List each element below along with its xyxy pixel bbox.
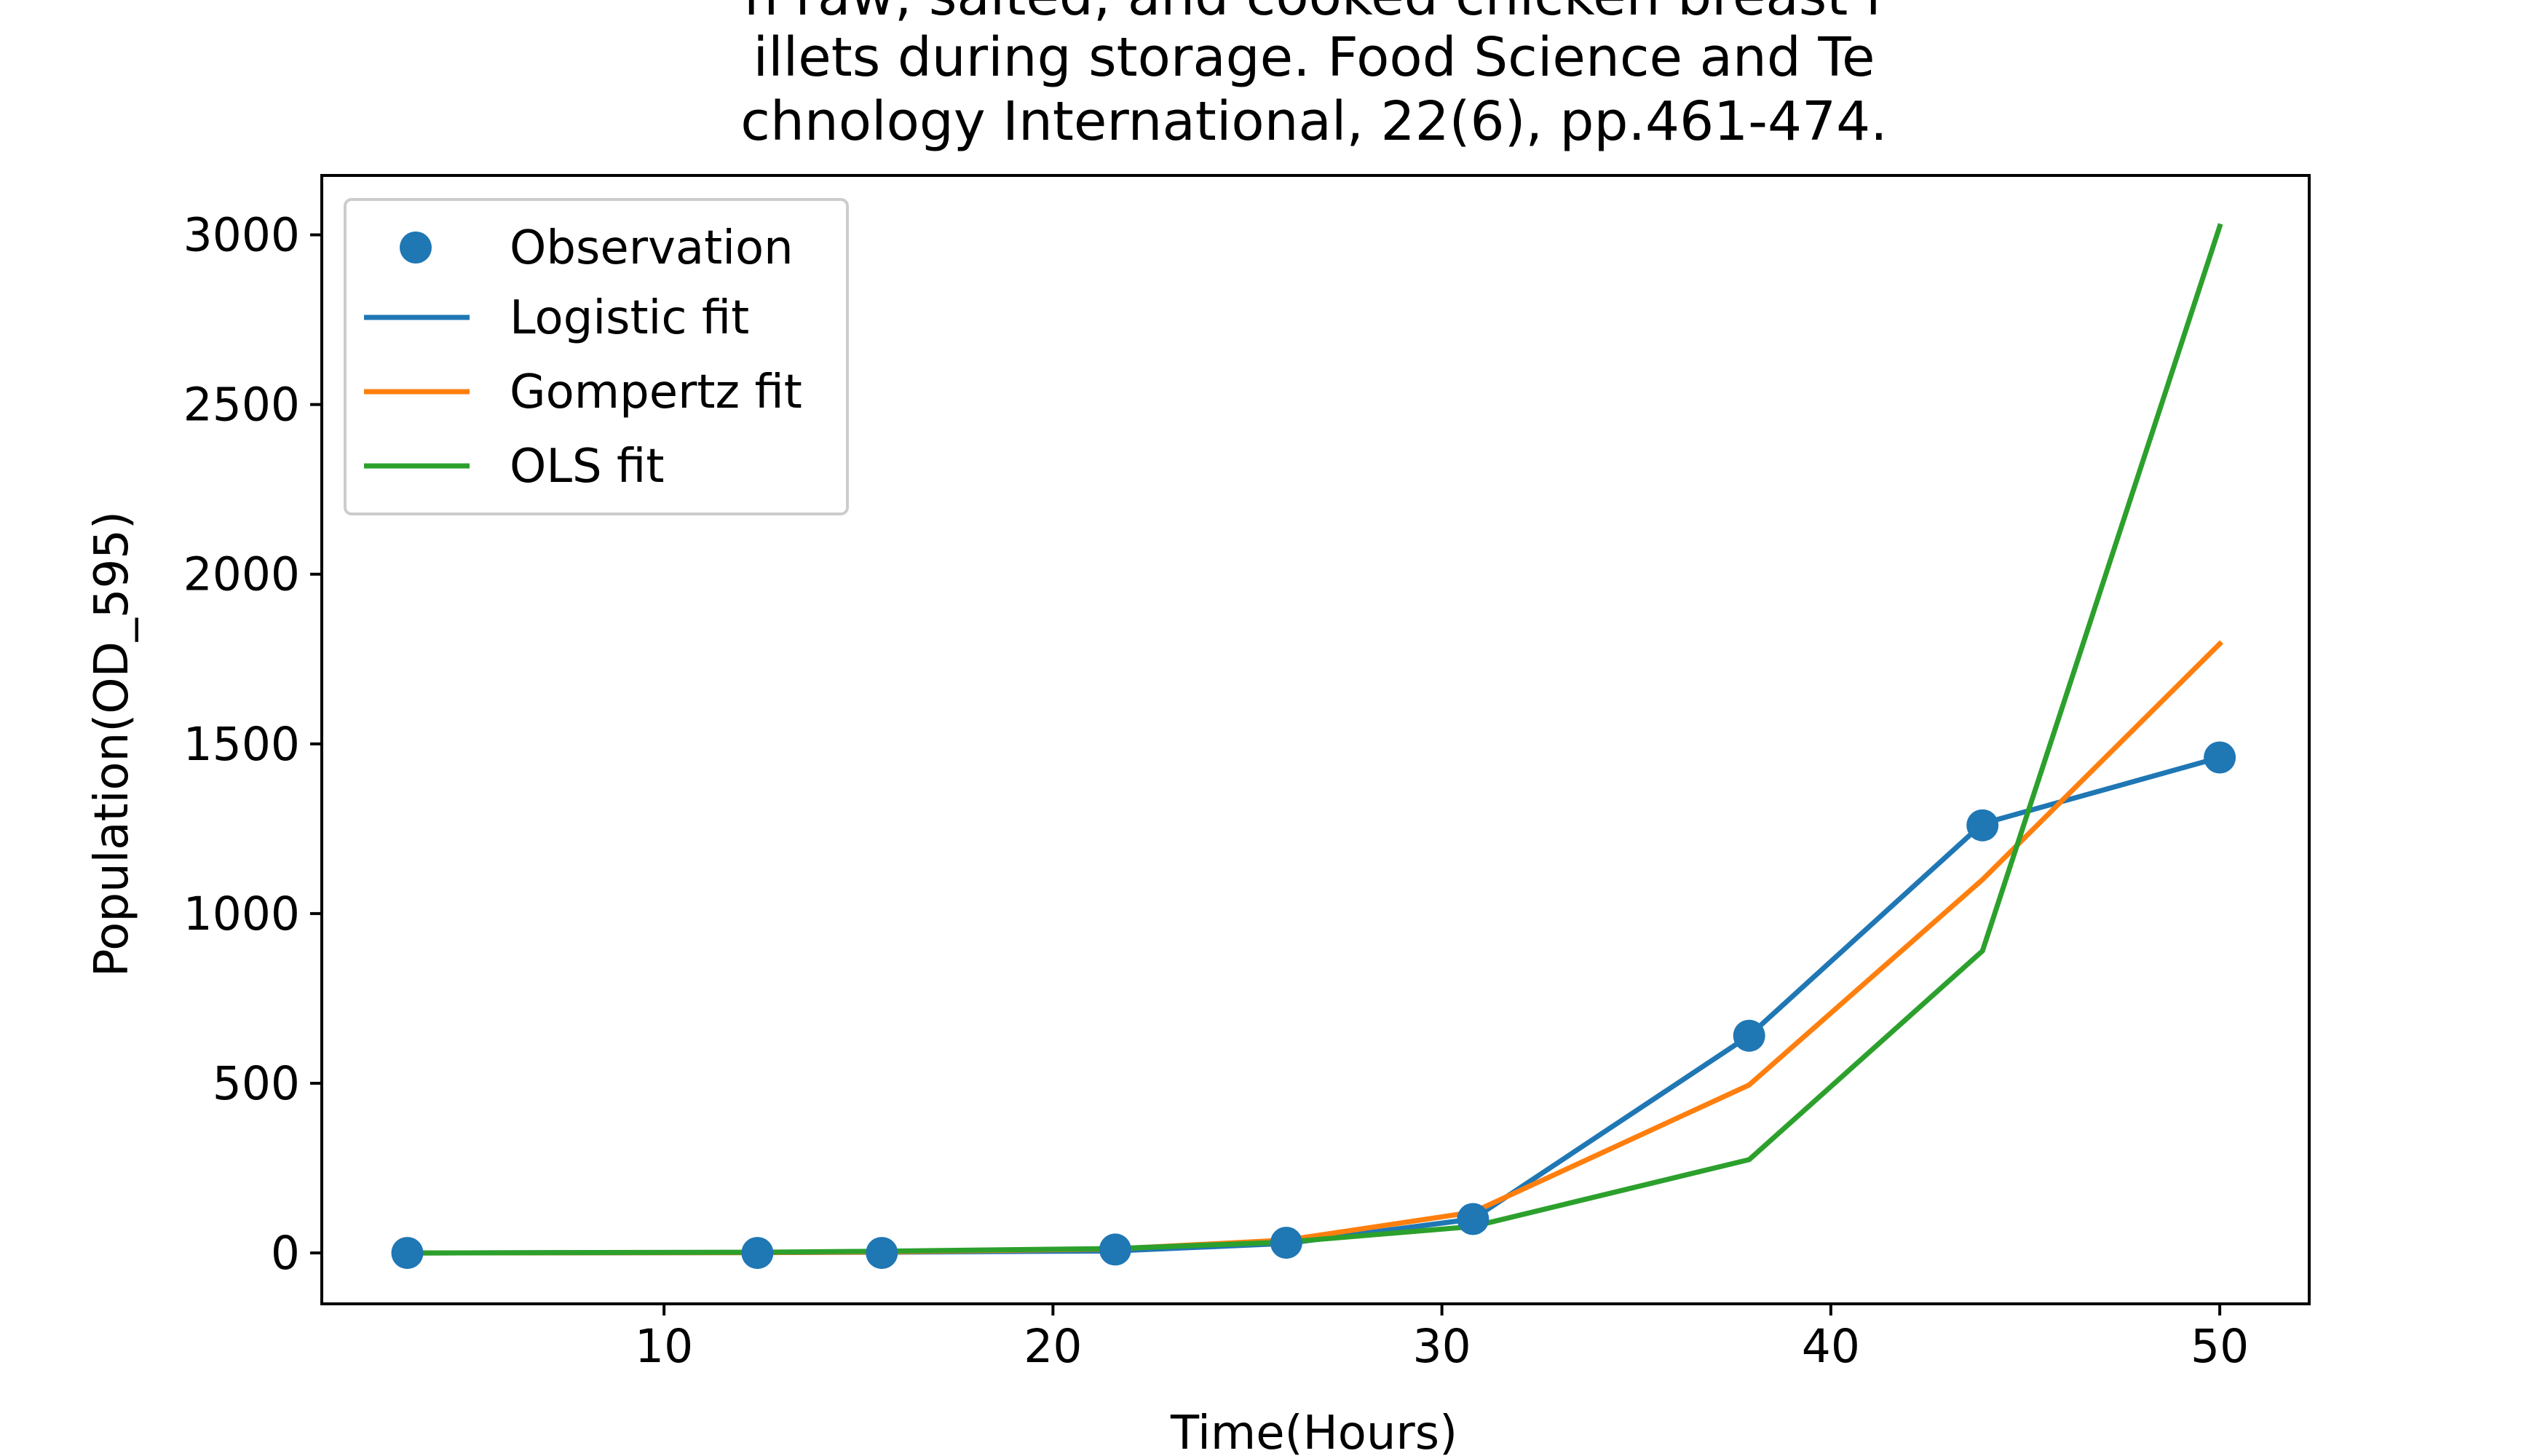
y-tick-label: 1000 (183, 887, 300, 941)
legend-label-ols: OLS fit (510, 440, 664, 494)
x-tick-label: 30 (1413, 1320, 1471, 1373)
y-tick-label: 2500 (183, 379, 300, 432)
y-axis: 0 500 1000 1500 2000 2500 3000 (183, 209, 322, 1280)
y-tick-label: 500 (213, 1057, 300, 1110)
legend-box (344, 198, 849, 515)
series-line-logistic-fit (404, 754, 2223, 1256)
observation-point (866, 1237, 898, 1270)
title-line-1: n raw, salted, and cooked chicken breast… (744, 0, 1886, 28)
legend-label-gompertz: Gompertz fit (510, 365, 802, 419)
x-tick-label: 50 (2191, 1320, 2249, 1373)
x-tick-label: 20 (1024, 1320, 1082, 1373)
y-tick-label: 3000 (183, 209, 300, 262)
observation-point (2204, 741, 2236, 774)
observation-point (1270, 1227, 1302, 1259)
plot-frame (320, 174, 2311, 1305)
legend-marker-observation (400, 232, 432, 264)
y-tick-label: 2000 (183, 548, 300, 601)
x-axis-label: Time(Hours) (1170, 1406, 1457, 1456)
legend-label-observation: Observation (510, 221, 794, 275)
observation-point (1099, 1233, 1131, 1266)
observation-point (391, 1237, 424, 1270)
y-tick-label: 0 (271, 1227, 300, 1280)
observation-point (1457, 1203, 1489, 1235)
title-line-2: illets during storage. Food Science and … (753, 26, 1875, 89)
y-axis-label: Population(OD_595) (85, 511, 139, 977)
observation-point (741, 1237, 774, 1270)
x-tick-label: 40 (1802, 1320, 1860, 1373)
observation-point (1966, 809, 1999, 842)
series-line-gompertz-fit (404, 640, 2224, 1256)
legend: Observation Logistic fit Gompertz fit OL… (344, 198, 849, 515)
chart-title: n raw, salted, and cooked chicken breast… (740, 0, 1887, 153)
plot-area (391, 223, 2236, 1270)
x-tick-label: 10 (635, 1320, 693, 1373)
observation-point (1733, 1019, 1765, 1052)
title-line-3: chnology International, 22(6), pp.461-47… (740, 90, 1887, 153)
x-axis: 10 20 30 40 50 (635, 1304, 2249, 1373)
legend-label-logistic: Logistic fit (510, 291, 749, 345)
y-tick-label: 1500 (183, 718, 300, 771)
